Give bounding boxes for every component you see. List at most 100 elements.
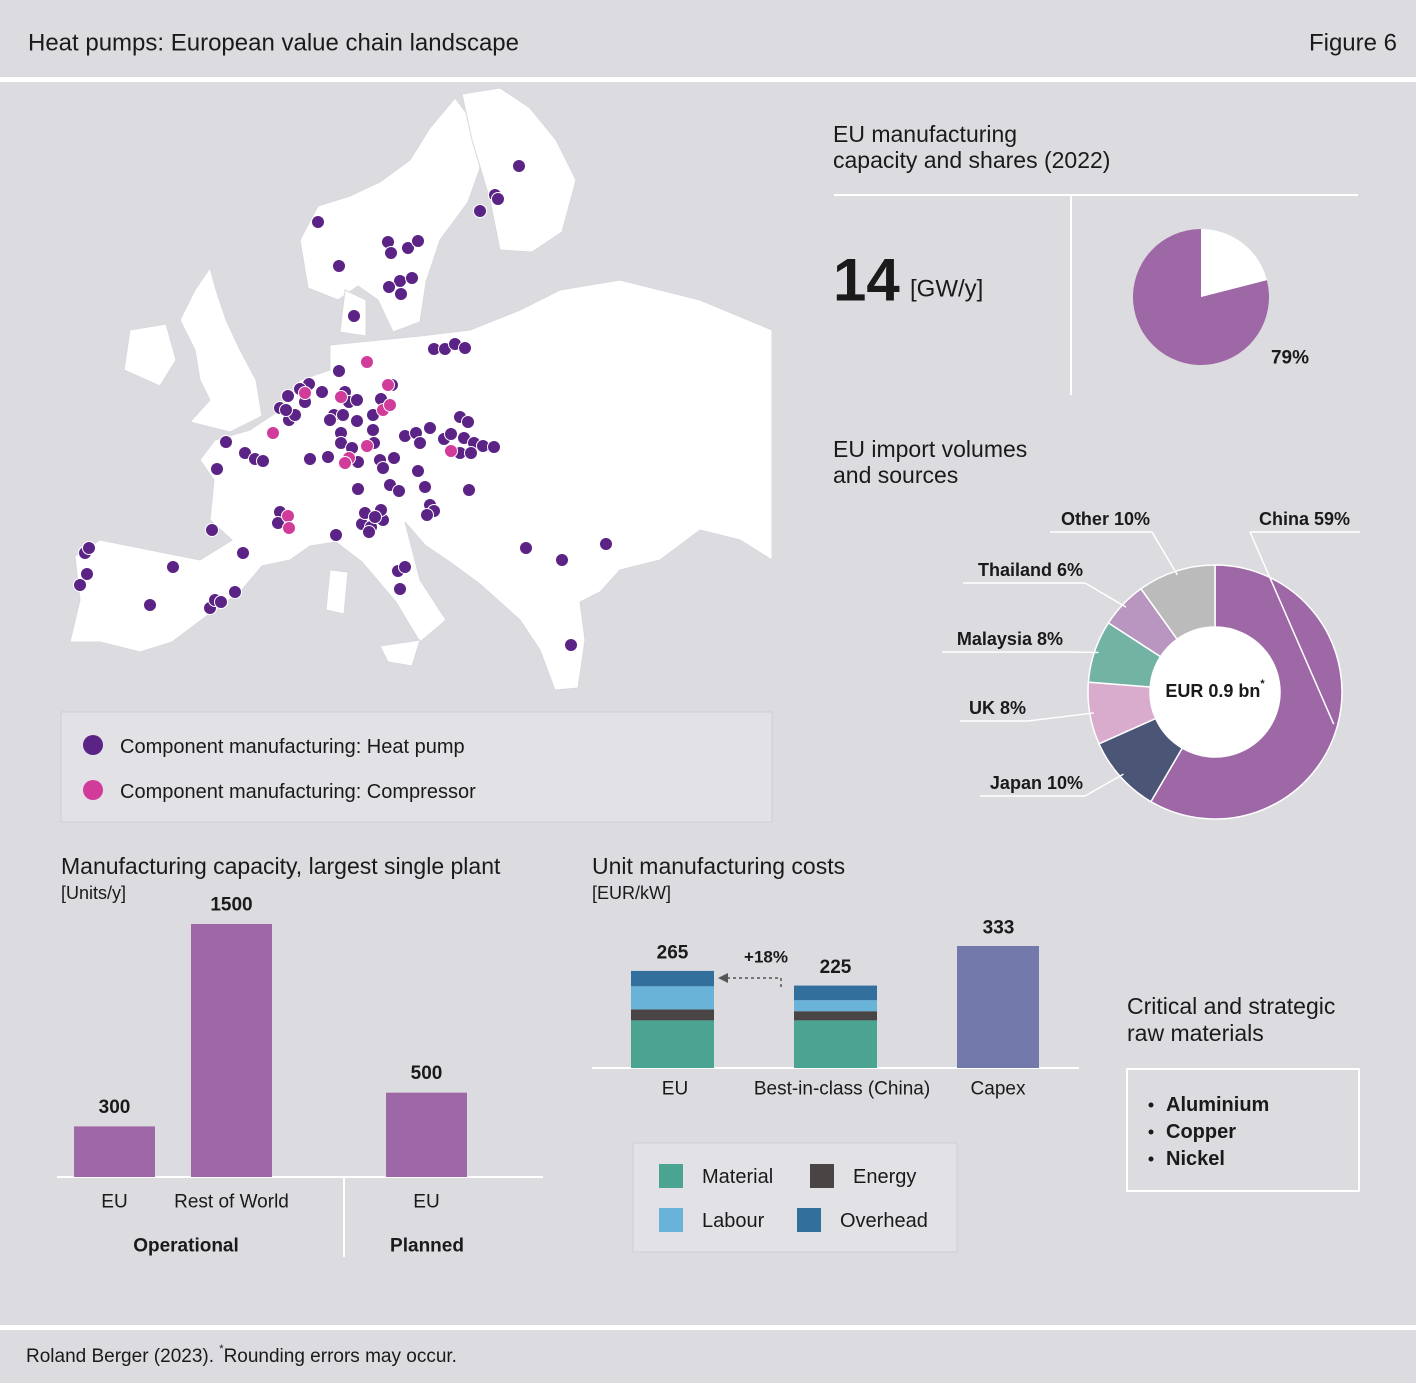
site-dot bbox=[332, 259, 346, 273]
site-dot bbox=[80, 567, 94, 581]
category-name: China bbox=[1259, 509, 1310, 529]
site-dot bbox=[266, 426, 280, 440]
bar-segment bbox=[631, 1009, 714, 1021]
site-dot bbox=[338, 456, 352, 470]
site-dot bbox=[394, 287, 408, 301]
site-dot bbox=[298, 386, 312, 400]
data-label: 10% bbox=[1047, 773, 1083, 793]
cost-legend-box bbox=[632, 1142, 958, 1253]
x-tick-label: EU bbox=[662, 1079, 688, 1100]
category-label: Malaysia 8% bbox=[957, 629, 1063, 649]
category-name: Thailand bbox=[978, 560, 1052, 580]
site-dot bbox=[368, 510, 382, 524]
data-label: 59% bbox=[1314, 509, 1350, 529]
headline-unit: [GW/y] bbox=[910, 276, 983, 303]
bullet bbox=[1148, 1102, 1154, 1108]
land bbox=[379, 639, 421, 667]
site-dot bbox=[210, 462, 224, 476]
x-tick-label: Capex bbox=[971, 1079, 1026, 1100]
site-dot bbox=[401, 241, 415, 255]
site-dot bbox=[214, 595, 228, 609]
leader-line bbox=[980, 773, 1124, 797]
leader-line bbox=[1249, 531, 1360, 725]
legend-swatch bbox=[659, 1164, 683, 1188]
group-label: Planned bbox=[390, 1236, 464, 1257]
data-label: 6% bbox=[1057, 560, 1083, 580]
leader-line bbox=[960, 712, 1094, 722]
site-dot bbox=[303, 452, 317, 466]
site-dot bbox=[329, 528, 343, 542]
legend-swatch bbox=[83, 735, 103, 755]
leader-line bbox=[963, 582, 1127, 608]
site-dot bbox=[311, 215, 325, 229]
site-dot bbox=[418, 480, 432, 494]
site-dot bbox=[73, 578, 87, 592]
pie-slice bbox=[1201, 229, 1267, 297]
site-dot bbox=[398, 560, 412, 574]
data-label: 300 bbox=[99, 1097, 131, 1118]
bar bbox=[957, 946, 1039, 1068]
site-dot bbox=[444, 444, 458, 458]
legend-swatch bbox=[797, 1208, 821, 1232]
category-name: Other bbox=[1061, 509, 1109, 529]
legend-label: Overhead bbox=[840, 1210, 928, 1232]
site-dot bbox=[393, 582, 407, 596]
footnote: Rounding errors may occur. bbox=[224, 1346, 457, 1367]
bar-segment bbox=[631, 970, 714, 987]
site-dot bbox=[205, 523, 219, 537]
site-dot bbox=[413, 436, 427, 450]
chart-title: EU manufacturing bbox=[833, 121, 1017, 147]
center-label: EUR 0.9 bn* bbox=[1165, 678, 1265, 701]
materials-title: raw materials bbox=[1127, 1020, 1264, 1046]
footer-source: Roland Berger (2023). *Rounding errors m… bbox=[26, 1343, 457, 1367]
material-item: Nickel bbox=[1166, 1148, 1225, 1170]
footer-rule bbox=[0, 1383, 1416, 1386]
land bbox=[179, 266, 263, 433]
site-dot bbox=[334, 390, 348, 404]
site-dot bbox=[362, 525, 376, 539]
site-dot bbox=[360, 439, 374, 453]
site-dot bbox=[336, 408, 350, 422]
bar-segment bbox=[631, 1020, 714, 1068]
site-dot bbox=[281, 389, 295, 403]
source: Roland Berger (2023). bbox=[26, 1346, 214, 1367]
data-label: 8% bbox=[1037, 629, 1063, 649]
site-dot bbox=[360, 355, 374, 369]
group-label: Operational bbox=[133, 1236, 239, 1257]
chart-title: Unit manufacturing costs bbox=[592, 853, 845, 879]
site-dot bbox=[599, 537, 613, 551]
site-dot bbox=[461, 415, 475, 429]
bar-segment bbox=[794, 985, 877, 1001]
data-label: 10% bbox=[1114, 509, 1150, 529]
materials-box bbox=[1126, 1068, 1360, 1192]
material-item: Aluminium bbox=[1166, 1094, 1269, 1116]
site-dot bbox=[315, 385, 329, 399]
site-dot bbox=[555, 553, 569, 567]
arrow-head bbox=[718, 973, 728, 983]
site-dot bbox=[564, 638, 578, 652]
headline-value: 14 bbox=[833, 247, 900, 314]
site-dot bbox=[256, 454, 270, 468]
site-dot bbox=[464, 446, 478, 460]
category-label: UK 8% bbox=[969, 698, 1026, 718]
site-dot bbox=[350, 414, 364, 428]
bullet bbox=[1148, 1156, 1154, 1162]
bullet bbox=[1148, 1129, 1154, 1135]
land bbox=[325, 569, 349, 615]
figure-number: Figure 6 bbox=[1309, 30, 1397, 57]
category-label: Thailand 6% bbox=[978, 560, 1083, 580]
data-label: 1500 bbox=[210, 895, 252, 916]
site-dot bbox=[219, 435, 233, 449]
category-label: China 59% bbox=[1259, 509, 1350, 529]
leader-line bbox=[942, 651, 1099, 654]
site-dot bbox=[411, 464, 425, 478]
site-dot bbox=[392, 484, 406, 498]
bar-segment bbox=[794, 1000, 877, 1012]
bar-segment bbox=[631, 986, 714, 1010]
total-label: 265 bbox=[657, 942, 689, 963]
legend-label: Component manufacturing: Compressor bbox=[120, 781, 476, 803]
category-name: Malaysia bbox=[957, 629, 1033, 649]
materials-title: Critical and strategic bbox=[1127, 993, 1335, 1019]
site-dot bbox=[279, 403, 293, 417]
